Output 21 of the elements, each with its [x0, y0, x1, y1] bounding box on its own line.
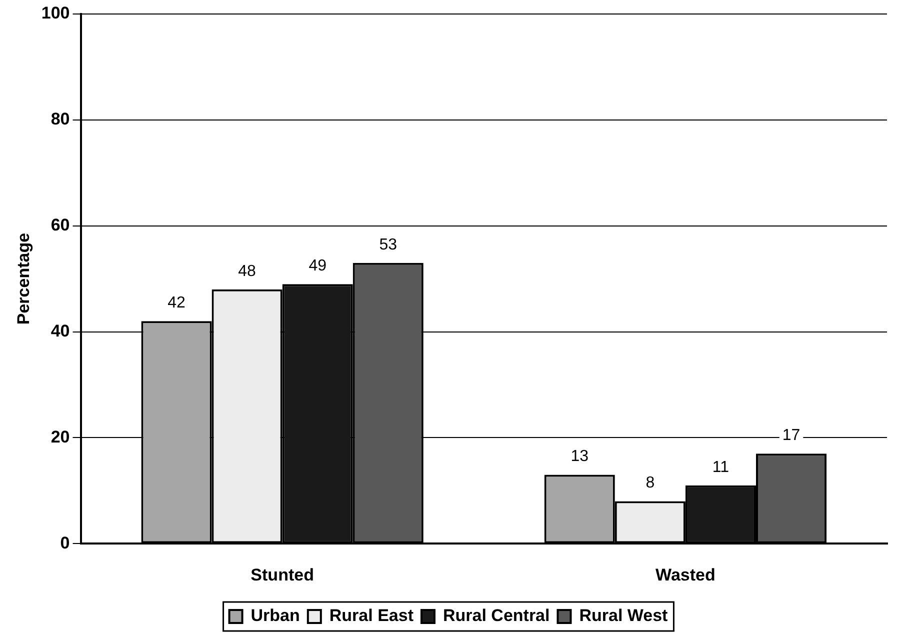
- x-tick-label: Wasted: [656, 565, 716, 584]
- legend-label: Rural East: [329, 606, 414, 626]
- y-tick-label: 20: [50, 427, 70, 446]
- data-label: 11: [712, 458, 730, 476]
- y-axis-title: Percentage: [14, 232, 33, 325]
- legend-label: Rural Central: [442, 606, 550, 626]
- data-label: 49: [308, 258, 327, 274]
- data-label: 17: [782, 426, 800, 444]
- y-tick-label: 80: [50, 110, 70, 129]
- y-tick-label: 0: [60, 533, 70, 552]
- legend-label: Urban: [250, 606, 300, 626]
- data-label: 53: [379, 236, 398, 254]
- y-tick-label: 60: [50, 216, 70, 235]
- y-tick-label: 100: [41, 4, 70, 23]
- x-tick-label: Stunted: [250, 565, 314, 584]
- data-label: 42: [168, 294, 186, 312]
- data-label: 48: [238, 262, 256, 280]
- data-label: 13: [570, 448, 589, 466]
- y-tick-label: 40: [50, 321, 70, 340]
- legend-label: Rural West: [579, 606, 668, 626]
- data-label: 8: [646, 474, 655, 492]
